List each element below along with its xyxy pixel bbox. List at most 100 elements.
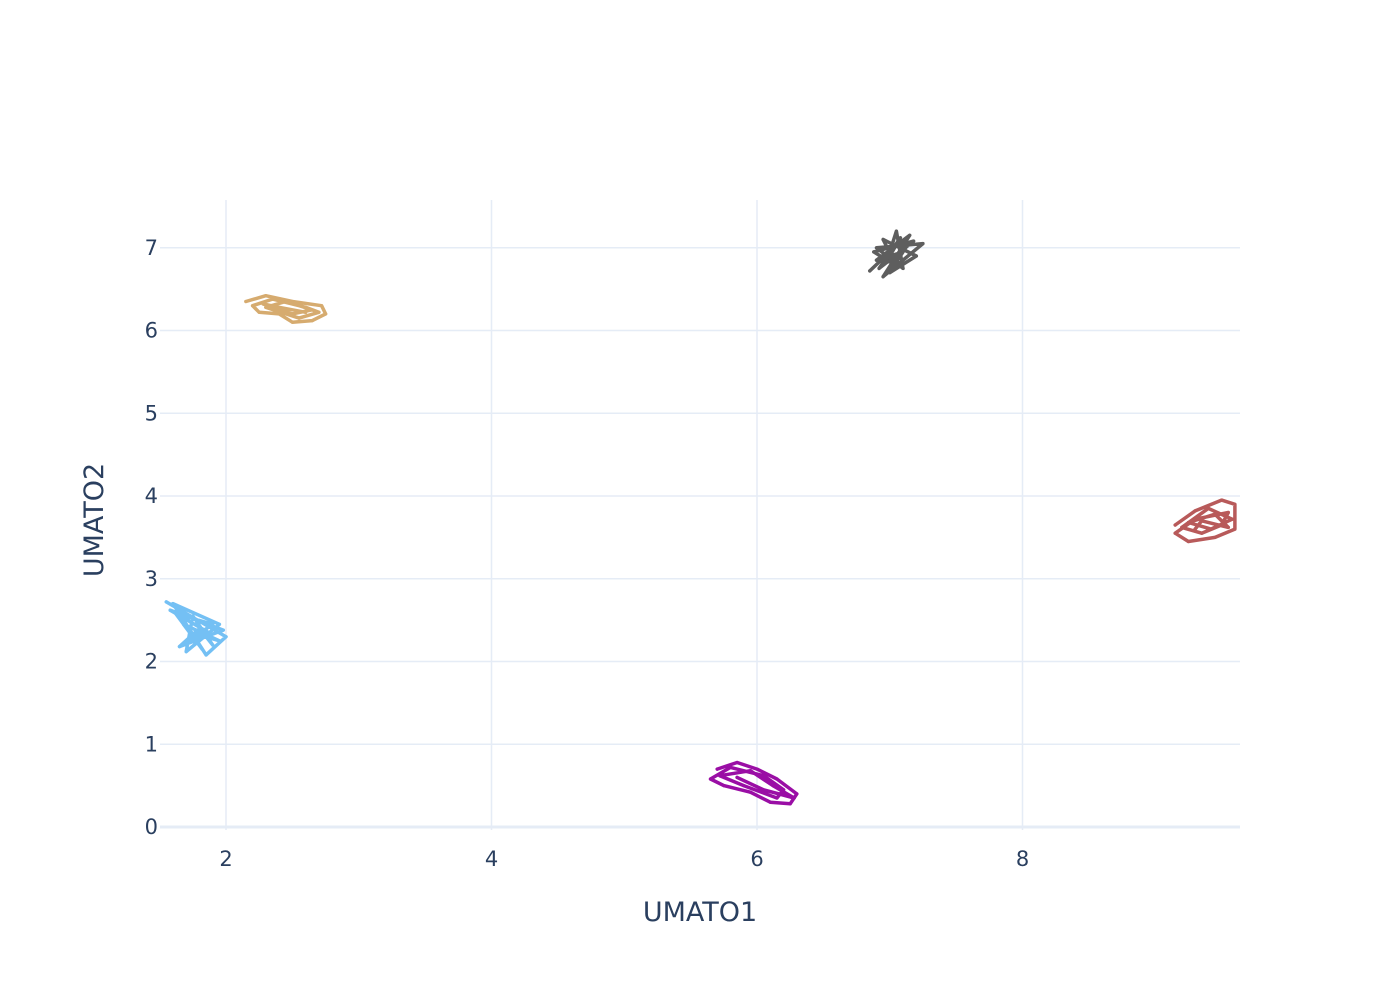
cluster-line — [1173, 498, 1237, 544]
data-point — [1193, 517, 1197, 521]
data-point — [224, 635, 228, 639]
data-point — [1200, 519, 1204, 523]
data-point — [221, 628, 225, 632]
data-point — [755, 767, 759, 771]
x-tick-label: 8 — [1016, 847, 1029, 871]
data-point — [1213, 535, 1217, 540]
data-point — [708, 777, 713, 781]
data-point — [1209, 527, 1213, 531]
x-tick-label: 4 — [485, 847, 498, 871]
data-point — [1180, 525, 1184, 530]
data-point — [921, 242, 925, 246]
data-point — [164, 600, 168, 604]
y-axis-title: UMATO2 — [79, 463, 110, 577]
data-point — [722, 784, 726, 788]
data-point — [324, 312, 328, 316]
cluster-line — [164, 600, 228, 657]
y-tick-label: 7 — [145, 236, 158, 260]
y-tick-label: 2 — [145, 650, 158, 674]
data-point — [264, 294, 268, 298]
data-point — [888, 258, 892, 262]
data-point — [195, 632, 199, 636]
data-point — [874, 258, 879, 262]
data-point — [874, 246, 879, 250]
data-point — [290, 320, 294, 324]
data-point — [1186, 520, 1190, 525]
data-point — [782, 788, 786, 792]
data-point — [1230, 517, 1234, 521]
data-point — [174, 611, 178, 616]
x-tick-label: 6 — [750, 847, 763, 871]
data-point — [762, 788, 766, 792]
data-point — [775, 777, 779, 781]
y-tick-label: 4 — [145, 484, 158, 508]
cluster-trace-1 — [164, 600, 228, 657]
data-point — [888, 254, 892, 258]
data-point — [881, 237, 885, 242]
data-point — [718, 774, 722, 778]
data-point — [904, 246, 908, 250]
y-tick-label: 5 — [145, 401, 158, 425]
cluster-trace-4 — [868, 229, 925, 279]
data-point — [868, 269, 872, 273]
data-point — [908, 233, 912, 237]
data-point — [251, 304, 255, 308]
data-point — [1206, 506, 1210, 510]
y-tick-label: 3 — [145, 567, 158, 591]
data-point — [244, 299, 248, 304]
data-point — [204, 653, 208, 657]
data-point — [1226, 510, 1230, 515]
ticks-layer: 2 4 6 8 0 1 2 3 4 5 6 7 — [145, 236, 1030, 871]
data-point — [197, 626, 202, 631]
cluster-line — [868, 229, 925, 279]
data-point — [728, 765, 733, 770]
data-point — [257, 310, 261, 314]
data-point — [881, 275, 885, 279]
x-axis-title: UMATO1 — [643, 897, 757, 928]
data-point — [191, 614, 195, 618]
data-point — [1220, 523, 1224, 527]
data-point — [320, 304, 324, 308]
data-point — [200, 647, 204, 651]
data-point — [217, 622, 221, 626]
data-point — [261, 302, 265, 306]
cluster-trace-2 — [244, 293, 328, 324]
data-point — [211, 622, 215, 626]
data-point — [894, 229, 899, 233]
data-point — [771, 784, 775, 788]
data-point — [1233, 527, 1237, 531]
data-point — [872, 250, 876, 254]
data-point — [1213, 512, 1217, 516]
y-tick-label: 6 — [145, 319, 158, 343]
data-point — [768, 800, 772, 804]
data-point — [715, 767, 719, 771]
data-point — [181, 622, 186, 626]
data-point — [792, 796, 796, 800]
data-point — [1193, 527, 1197, 531]
data-point — [277, 305, 281, 309]
grid-layer — [160, 200, 1240, 830]
data-point — [795, 792, 799, 796]
data-point — [735, 760, 739, 765]
data-point — [914, 254, 918, 258]
data-point — [742, 784, 746, 788]
data-point — [184, 650, 188, 654]
data-point — [204, 628, 208, 632]
data-point — [277, 312, 281, 316]
data-point — [877, 266, 881, 270]
data-point — [290, 312, 294, 316]
data-point — [310, 308, 314, 312]
data-point — [1193, 509, 1197, 513]
data-point — [270, 297, 275, 301]
data-point — [317, 310, 321, 314]
data-point — [1233, 502, 1237, 506]
data-point — [304, 305, 308, 309]
data-point — [187, 639, 191, 643]
x-tick-label: 2 — [219, 847, 232, 871]
data-point — [762, 774, 766, 778]
data-point — [208, 631, 212, 636]
data-point — [901, 250, 905, 254]
data-point — [171, 602, 175, 606]
cluster-trace-3 — [708, 760, 799, 806]
